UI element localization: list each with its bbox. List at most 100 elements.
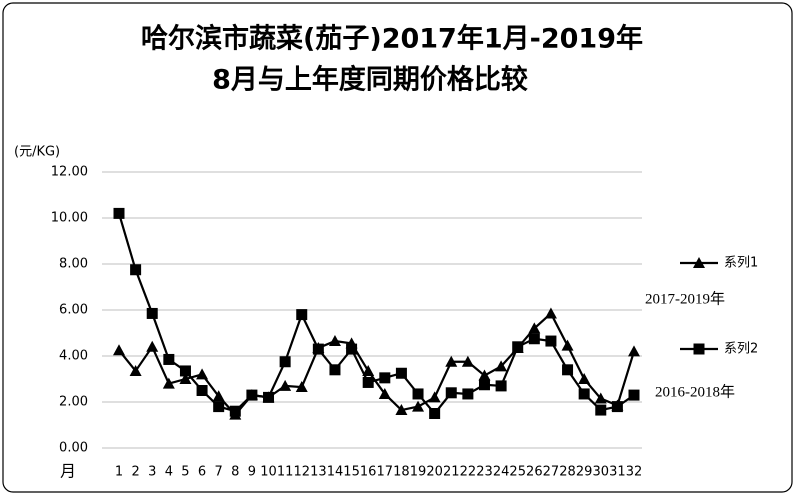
x-tick-label: 22 bbox=[460, 465, 477, 480]
data-point bbox=[461, 355, 474, 367]
data-point bbox=[594, 392, 607, 404]
data-point bbox=[578, 373, 591, 384]
x-tick-label: 12 bbox=[293, 465, 310, 480]
data-point bbox=[628, 389, 640, 401]
data-point bbox=[279, 379, 292, 391]
x-tick-label: 25 bbox=[509, 465, 526, 480]
x-tick-label: 29 bbox=[576, 465, 593, 480]
data-point bbox=[296, 309, 308, 321]
data-point bbox=[628, 345, 640, 357]
data-point bbox=[213, 401, 225, 413]
y-tick-label: 12.00 bbox=[51, 165, 88, 180]
data-point bbox=[412, 388, 424, 400]
y-tick-label: 4.00 bbox=[59, 349, 88, 364]
data-point bbox=[113, 207, 125, 219]
data-point bbox=[362, 376, 374, 388]
x-tick-label: 23 bbox=[476, 465, 493, 480]
x-tick-label: 19 bbox=[410, 465, 427, 480]
data-point bbox=[196, 368, 209, 380]
data-point bbox=[196, 385, 208, 396]
data-point bbox=[295, 381, 308, 393]
x-tick-label: 24 bbox=[493, 465, 510, 480]
x-tick-label: 26 bbox=[526, 465, 543, 480]
data-point bbox=[395, 404, 408, 416]
data-point bbox=[428, 391, 441, 403]
x-tick-label: 14 bbox=[327, 465, 344, 480]
data-point bbox=[162, 377, 175, 389]
data-point bbox=[179, 373, 192, 384]
data-point bbox=[528, 322, 541, 334]
x-tick-label: 1 bbox=[115, 465, 123, 480]
x-tick-label: 28 bbox=[559, 465, 576, 480]
data-point bbox=[545, 335, 557, 347]
x-tick-label: 18 bbox=[393, 465, 410, 480]
x-tick-label: 10 bbox=[260, 465, 277, 480]
x-tick-label: 21 bbox=[443, 465, 460, 480]
x-tick-label: 16 bbox=[360, 465, 377, 480]
x-tick-label: 32 bbox=[626, 465, 643, 480]
x-tick-label: 17 bbox=[377, 465, 394, 480]
data-point bbox=[163, 353, 175, 365]
x-tick-label: 20 bbox=[426, 465, 443, 480]
data-point bbox=[445, 387, 457, 399]
x-tick-label: 4 bbox=[165, 465, 173, 480]
chart-subtitle: 8月与上年度同期价格比较 bbox=[212, 64, 528, 96]
x-tick-label: 15 bbox=[343, 465, 360, 480]
data-point bbox=[179, 365, 191, 377]
data-point bbox=[561, 339, 574, 351]
data-point bbox=[512, 341, 524, 353]
data-point bbox=[478, 369, 491, 381]
data-point bbox=[378, 387, 391, 399]
legend-label: 系列2 bbox=[724, 342, 758, 357]
data-point bbox=[246, 389, 258, 401]
annotation: 2017-2019年 bbox=[645, 290, 725, 307]
data-point bbox=[212, 390, 225, 402]
x-tick-label: 7 bbox=[215, 465, 223, 480]
legend-marker bbox=[693, 343, 705, 355]
data-point bbox=[229, 405, 241, 417]
y-tick-label: 0.00 bbox=[59, 441, 88, 456]
x-tick-label: 31 bbox=[609, 465, 626, 480]
data-point bbox=[346, 343, 358, 355]
data-point bbox=[611, 401, 623, 413]
data-point bbox=[562, 364, 574, 376]
data-point bbox=[578, 388, 590, 400]
data-point bbox=[312, 343, 324, 355]
data-point bbox=[146, 340, 159, 352]
x-axis-label: 月 bbox=[60, 462, 76, 481]
x-tick-label: 9 bbox=[248, 465, 256, 480]
y-tick-label: 6.00 bbox=[59, 303, 88, 318]
data-point bbox=[146, 307, 158, 319]
y-axis-label: (元/KG) bbox=[14, 145, 60, 160]
x-tick-label: 27 bbox=[543, 465, 560, 480]
x-tick-label: 30 bbox=[593, 465, 610, 480]
y-tick-label: 8.00 bbox=[59, 257, 88, 272]
data-point bbox=[328, 335, 341, 347]
x-tick-label: 8 bbox=[231, 465, 239, 480]
data-point bbox=[495, 380, 507, 392]
data-point bbox=[129, 364, 142, 376]
data-point bbox=[595, 404, 607, 416]
legend-marker bbox=[693, 257, 705, 268]
data-point bbox=[462, 388, 474, 400]
annotation: 2016-2018年 bbox=[655, 383, 735, 400]
data-point bbox=[495, 360, 508, 372]
y-tick-label: 10.00 bbox=[51, 211, 88, 226]
data-point bbox=[263, 391, 275, 403]
data-point bbox=[544, 307, 557, 319]
x-tick-label: 5 bbox=[181, 465, 189, 480]
data-point bbox=[379, 372, 391, 384]
data-point bbox=[329, 364, 341, 376]
x-tick-label: 6 bbox=[198, 465, 206, 480]
data-point bbox=[279, 356, 291, 368]
legend-label: 系列1 bbox=[724, 256, 758, 271]
data-point bbox=[395, 367, 407, 379]
data-point bbox=[130, 264, 142, 276]
y-tick-label: 2.00 bbox=[59, 395, 88, 410]
x-tick-label: 2 bbox=[131, 465, 139, 480]
data-point bbox=[113, 344, 125, 356]
data-point bbox=[478, 379, 490, 391]
x-tick-label: 11 bbox=[277, 465, 294, 480]
